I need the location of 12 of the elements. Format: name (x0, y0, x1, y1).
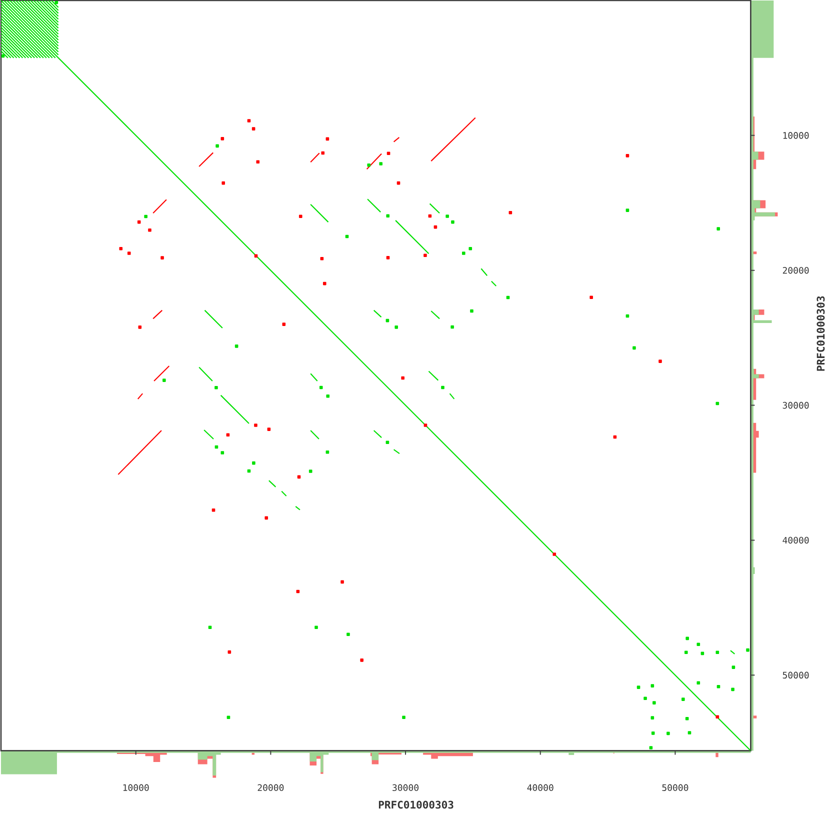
x-tick-label: 30000 (392, 784, 418, 792)
x-tick-label: 20000 (258, 784, 284, 792)
y-tick-label: 10000 (783, 132, 809, 139)
y-tick-label: 30000 (782, 402, 809, 409)
x-axis-title: PRFC01000303 (378, 800, 454, 809)
x-tick-label: 50000 (662, 784, 688, 792)
x-tick-label: 40000 (527, 784, 554, 792)
y-tick-label: 50000 (782, 672, 809, 679)
y-tick-label: 40000 (782, 536, 809, 544)
x-tick-label: 10000 (123, 784, 149, 792)
y-tick-label: 20000 (782, 266, 809, 274)
y-axis-title: PRFC01000303 (816, 296, 825, 371)
